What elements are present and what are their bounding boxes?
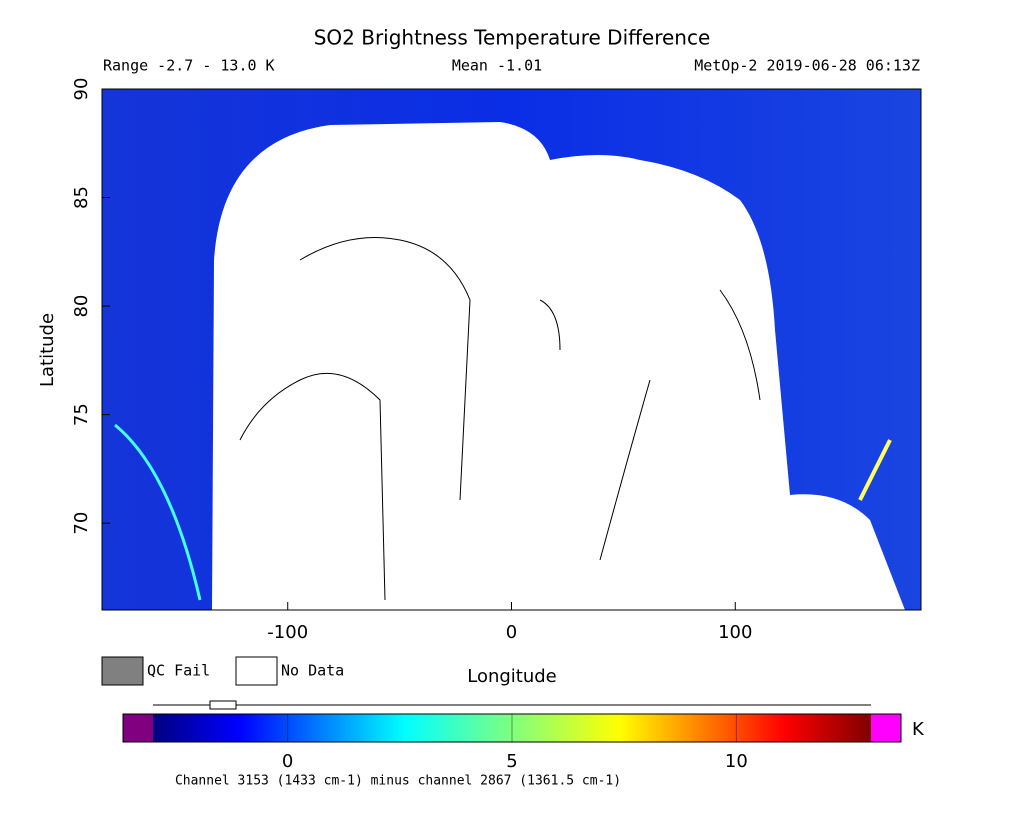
y-tick-label: 80 bbox=[71, 295, 92, 318]
no-data-region bbox=[212, 122, 905, 610]
colorbar-tick-label: 10 bbox=[725, 751, 748, 772]
colorbar-frame bbox=[122, 713, 902, 743]
y-tick-label: 90 bbox=[71, 78, 92, 101]
swath-feature bbox=[858, 439, 892, 501]
x-tick-label: 0 bbox=[506, 622, 517, 643]
legend-swatch bbox=[101, 656, 144, 686]
colorbar bbox=[153, 714, 871, 742]
legend-label: No Data bbox=[281, 662, 344, 680]
source-label: MetOp-2 2019-06-28 06:13Z bbox=[694, 57, 920, 75]
legend-label: QC Fail bbox=[147, 662, 210, 680]
colorbar-unit: K bbox=[912, 719, 925, 740]
distribution-box bbox=[209, 700, 237, 710]
coastline bbox=[239, 237, 761, 601]
y-axis-label: Latitude bbox=[37, 313, 58, 387]
y-tick-label: 75 bbox=[71, 403, 92, 426]
x-tick-label: -100 bbox=[267, 622, 308, 643]
mean-label: Mean -1.01 bbox=[452, 57, 542, 75]
y-tick-label: 70 bbox=[71, 512, 92, 535]
colorbar-tick-label: 5 bbox=[506, 751, 517, 772]
map-area bbox=[101, 88, 922, 611]
colorbar-caption: Channel 3153 (1433 cm-1) minus channel 2… bbox=[175, 774, 621, 789]
x-axis-label: Longitude bbox=[467, 666, 557, 687]
legend-swatch bbox=[235, 656, 278, 686]
underflow-swatch bbox=[123, 714, 153, 742]
range-label: Range -2.7 - 13.0 K bbox=[103, 57, 275, 75]
title: SO2 Brightness Temperature Difference bbox=[314, 26, 711, 50]
x-tick-label: 100 bbox=[718, 622, 752, 643]
swath-feature bbox=[114, 423, 202, 601]
overflow-swatch bbox=[871, 714, 901, 742]
colorbar-tick-label: 0 bbox=[282, 751, 293, 772]
y-tick-label: 85 bbox=[71, 186, 92, 209]
